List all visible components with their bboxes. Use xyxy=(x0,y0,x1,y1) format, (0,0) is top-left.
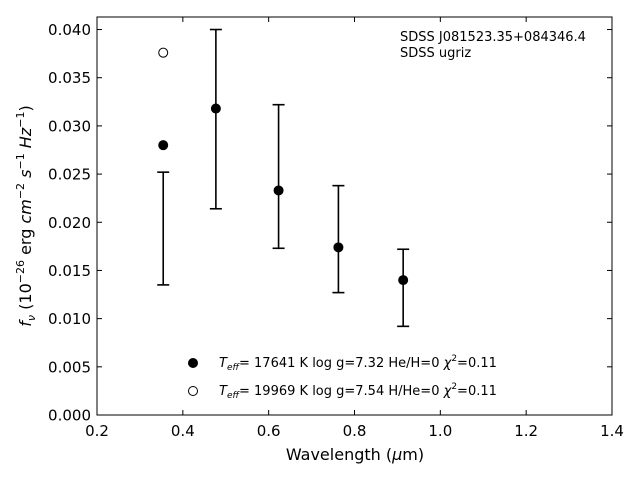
axis-ticks xyxy=(96,17,613,416)
x-tick-labels: 0.2 0.4 0.6 0.8 1.0 1.2 1.4 xyxy=(85,422,624,440)
x-axis-label: Wavelength (μm) xyxy=(286,445,424,464)
y-tick-label-5: 0.025 xyxy=(48,166,91,184)
legend-marker-filled xyxy=(188,358,198,368)
filter-set-annotation: SDSS ugriz xyxy=(400,46,471,61)
point-filled-0-1 xyxy=(210,103,221,114)
data-points xyxy=(158,47,409,286)
y-tick-label-2: 0.010 xyxy=(48,310,91,328)
y-tick-label-1: 0.005 xyxy=(48,358,91,376)
legend-entry-2: Teff= 19969 K log g=7.54 H/He=0 χ2=0.11 xyxy=(219,382,497,401)
point-filled-0-0 xyxy=(158,140,169,151)
x-tick-label-2: 0.6 xyxy=(257,422,281,440)
error-bars xyxy=(157,28,410,328)
point-filled-0-3 xyxy=(333,242,344,253)
y-axis-label: fν (10−26 erg cm−2 s−1 Hz−1) xyxy=(14,105,38,326)
x-tick-label-3: 0.8 xyxy=(343,422,367,440)
legend-entry-1: Teff= 17641 K log g=7.32 He/H=0 χ2=0.11 xyxy=(219,354,497,373)
y-tick-label-6: 0.030 xyxy=(48,117,91,135)
point-open-1-0 xyxy=(158,47,169,58)
y-tick-label-4: 0.020 xyxy=(48,214,91,232)
point-filled-0-4 xyxy=(398,275,409,286)
x-tick-label-0: 0.2 xyxy=(85,422,109,440)
x-tick-label-6: 1.4 xyxy=(600,422,624,440)
y-tick-label-8: 0.040 xyxy=(48,21,91,39)
legend: Teff= 17641 K log g=7.32 He/H=0 χ2=0.11 … xyxy=(188,354,497,401)
y-tick-label-7: 0.035 xyxy=(48,69,91,87)
point-filled-0-2 xyxy=(273,185,284,196)
y-tick-label-3: 0.015 xyxy=(48,262,91,280)
object-name-annotation: SDSS J081523.35+084346.4 xyxy=(400,30,586,45)
y-tick-labels: 0.000 0.005 0.010 0.015 0.020 0.025 0.030 0.035… xyxy=(48,21,91,424)
x-tick-label-1: 0.4 xyxy=(171,422,195,440)
x-tick-label-4: 1.0 xyxy=(428,422,452,440)
y-tick-label-0: 0.000 xyxy=(48,407,91,425)
x-tick-label-5: 1.2 xyxy=(514,422,538,440)
legend-marker-open xyxy=(188,386,198,396)
